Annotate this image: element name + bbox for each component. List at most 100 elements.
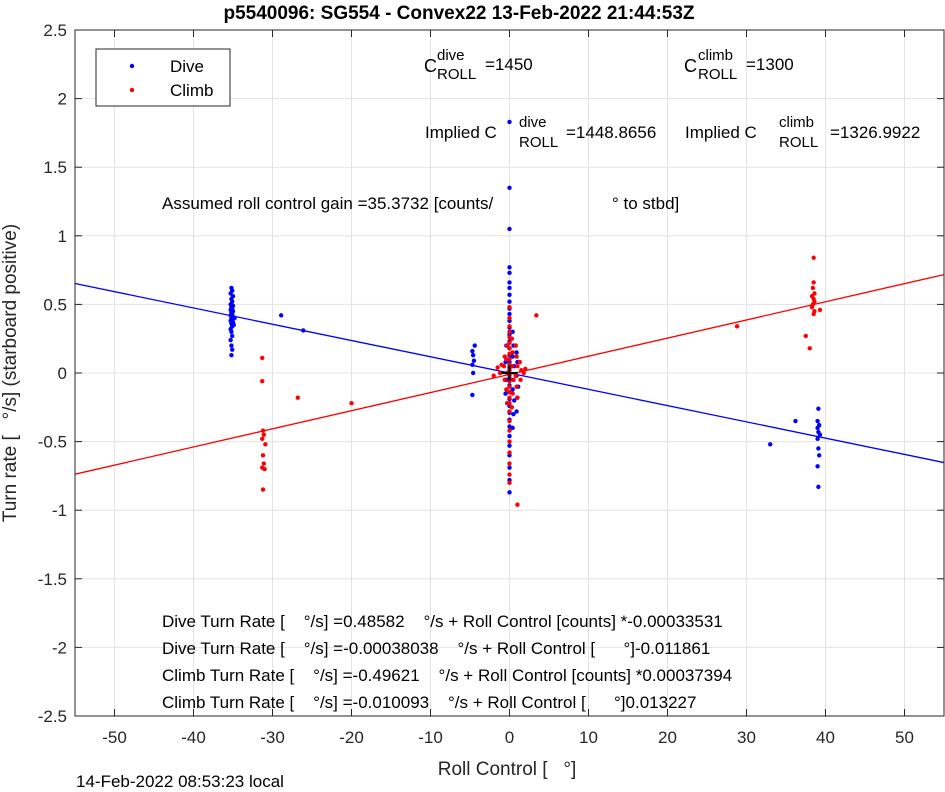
c-roll-dive: C dive ROLL =1450 xyxy=(424,47,533,83)
point-climb xyxy=(803,333,808,339)
point-dive xyxy=(472,343,477,348)
point-climb xyxy=(295,395,300,400)
point-climb xyxy=(515,363,520,369)
point-climb xyxy=(521,370,526,376)
point-dive xyxy=(815,418,820,424)
point-dive xyxy=(229,329,234,335)
c-dive-value: =1450 xyxy=(485,55,533,74)
point-climb xyxy=(499,362,504,367)
point-climb xyxy=(817,307,823,313)
point-dive xyxy=(507,299,512,304)
point-climb xyxy=(811,255,816,260)
point-climb xyxy=(513,373,519,378)
point-climb xyxy=(507,315,512,321)
point-dive xyxy=(511,411,516,417)
x-tick-label: -20 xyxy=(339,728,364,747)
point-climb xyxy=(263,442,268,447)
point-climb xyxy=(507,428,512,433)
point-climb xyxy=(515,502,520,507)
fit-equations: Dive Turn Rate [ °/s] =0.48582 °/s + Rol… xyxy=(162,612,732,712)
point-dive xyxy=(507,433,512,439)
point-climb xyxy=(491,373,496,378)
point-climb xyxy=(734,324,740,329)
point-climb xyxy=(507,357,512,362)
implied-dive-sub: ROLL xyxy=(519,134,558,151)
point-dive xyxy=(510,387,515,392)
point-dive xyxy=(231,322,236,328)
point-dive xyxy=(793,418,798,424)
implied-climb-sub: ROLL xyxy=(779,134,818,151)
implied-climb-prefix: Implied C xyxy=(685,123,757,142)
point-climb xyxy=(515,395,520,400)
x-tick-label: -40 xyxy=(181,728,206,747)
x-tick-label: -10 xyxy=(418,728,443,747)
point-climb xyxy=(507,439,512,444)
point-climb xyxy=(507,329,512,335)
x-tick-label: 20 xyxy=(658,728,677,747)
point-climb xyxy=(262,466,267,472)
point-dive xyxy=(507,185,512,190)
point-climb xyxy=(507,324,512,329)
y-tick-label: 2 xyxy=(58,90,67,109)
c-climb-letter: C xyxy=(684,56,697,76)
point-dive xyxy=(768,442,773,447)
origin-marker xyxy=(501,365,518,381)
fit-equation-climb-counts: Climb Turn Rate [ °/s] =-0.49621 °/s + R… xyxy=(162,666,732,685)
footer-timestamp: 14-Feb-2022 08:53:23 local xyxy=(76,772,284,791)
y-axis-label: Turn rate [ °/s] (starboard positive) xyxy=(0,224,21,522)
y-tick-label: 2.5 xyxy=(43,21,67,40)
point-dive xyxy=(507,311,512,317)
point-dive xyxy=(470,370,476,376)
point-climb xyxy=(509,336,515,341)
y-tick-label: 0.5 xyxy=(43,295,67,314)
point-dive xyxy=(503,391,508,396)
point-climb xyxy=(811,311,816,317)
point-dive xyxy=(815,464,820,469)
point-dive xyxy=(816,446,821,451)
point-climb xyxy=(514,354,519,359)
point-climb xyxy=(513,343,519,348)
point-dive xyxy=(232,315,237,321)
x-tick-label: 0 xyxy=(505,728,514,747)
point-dive xyxy=(507,280,512,285)
x-tick-label: 40 xyxy=(816,728,835,747)
point-climb xyxy=(504,343,510,348)
fit-equation-dive-counts: Dive Turn Rate [ °/s] =0.48582 °/s + Rol… xyxy=(162,612,723,631)
point-climb xyxy=(507,461,512,466)
point-climb xyxy=(260,487,266,492)
point-climb xyxy=(504,387,509,392)
data-points xyxy=(228,119,823,507)
point-climb xyxy=(507,480,512,485)
point-dive xyxy=(507,443,512,448)
point-climb xyxy=(507,472,512,477)
c-climb-value: =1300 xyxy=(746,55,794,74)
point-dive xyxy=(507,490,512,495)
point-climb xyxy=(809,304,815,310)
point-dive xyxy=(470,352,476,358)
implied-climb-value: =1326.9922 xyxy=(830,123,920,142)
chart-title: p5540096: SG554 - Convex22 13-Feb-2022 2… xyxy=(223,3,694,24)
implied-dive-sup: dive xyxy=(519,114,547,131)
point-climb xyxy=(507,395,512,400)
legend-dive-label: Dive xyxy=(170,57,204,76)
point-dive xyxy=(816,484,821,490)
legend-box xyxy=(95,48,231,107)
point-dive xyxy=(507,119,512,125)
point-dive xyxy=(514,409,519,414)
point-climb xyxy=(509,363,515,369)
point-dive xyxy=(228,337,233,343)
point-climb xyxy=(811,280,816,285)
point-dive xyxy=(815,425,820,431)
y-tick-label: 0 xyxy=(58,364,67,383)
gain-text: Assumed roll control gain =35.3732 [coun… xyxy=(162,194,494,213)
point-dive xyxy=(507,265,512,270)
point-climb xyxy=(507,450,512,455)
point-climb xyxy=(523,366,528,372)
y-tick-label: -1.5 xyxy=(38,570,67,589)
point-dive xyxy=(470,362,475,367)
c-climb-sup: climb xyxy=(698,47,733,64)
x-tick-label: -30 xyxy=(260,728,285,747)
y-tick-label: -1 xyxy=(52,501,67,520)
point-dive xyxy=(230,333,235,339)
point-climb xyxy=(260,436,265,442)
